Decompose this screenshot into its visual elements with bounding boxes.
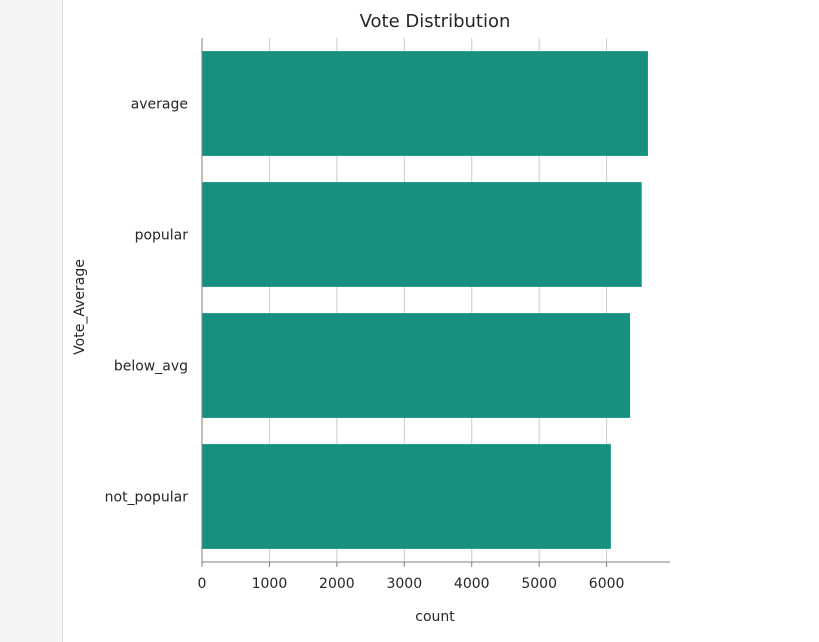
bar-average — [202, 51, 648, 156]
x-tick-label: 4000 — [454, 576, 490, 592]
x-tick-label: 1000 — [252, 576, 288, 592]
x-tick-label: 6000 — [589, 576, 625, 592]
y-tick-label: average — [131, 97, 188, 113]
chart-title: Vote Distribution — [360, 11, 511, 32]
y-tick-label: below_avg — [114, 359, 188, 375]
axes: 0 1000 2000 3000 4000 5000 6000 average popular b… — [105, 38, 670, 592]
bar-below_avg — [202, 313, 631, 418]
y-tick-label: popular — [135, 228, 189, 244]
bar-not_popular — [202, 444, 611, 549]
bar-popular — [202, 182, 642, 287]
left-gutter-panel — [0, 0, 63, 642]
y-axis-label: Vote_Average — [72, 259, 88, 355]
bars — [202, 51, 648, 549]
x-tick-label: 2000 — [319, 576, 355, 592]
x-tick-label: 0 — [198, 576, 207, 592]
y-tick-label: not_popular — [105, 490, 189, 506]
x-tick-label: 3000 — [386, 576, 422, 592]
x-axis-label: count — [415, 609, 455, 625]
x-tick-label: 5000 — [521, 576, 557, 592]
